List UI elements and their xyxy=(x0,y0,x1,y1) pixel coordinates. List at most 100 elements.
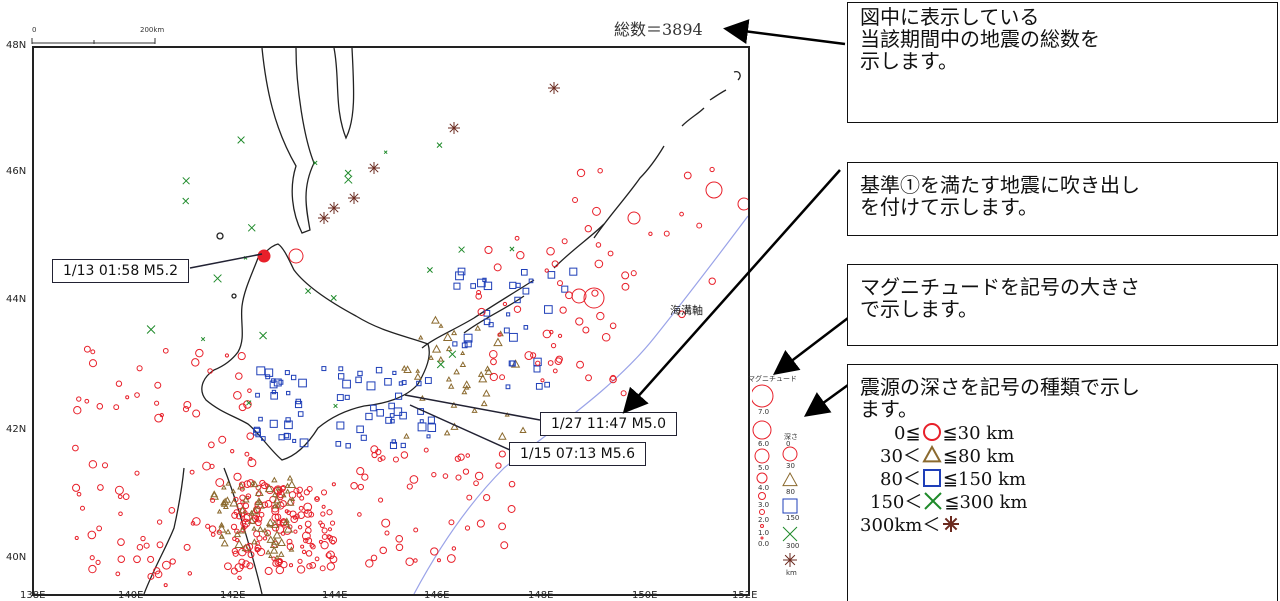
quake-marker xyxy=(297,558,303,564)
quake-marker xyxy=(426,266,433,273)
quake-marker xyxy=(210,497,216,503)
quake-marker xyxy=(648,231,653,236)
quake-marker xyxy=(575,317,584,326)
quake-marker xyxy=(350,482,358,490)
quake-marker xyxy=(125,395,130,400)
lon-label-148: 148E xyxy=(528,590,554,601)
quake-marker xyxy=(544,268,549,273)
quake-marker xyxy=(136,543,144,551)
quake-marker xyxy=(551,260,559,268)
quake-marker xyxy=(306,563,313,570)
lat-label-40: 40N xyxy=(6,552,27,563)
quake-marker xyxy=(321,489,328,496)
quake-marker xyxy=(342,379,351,389)
quake-marker xyxy=(423,447,429,453)
quake-marker xyxy=(320,511,326,517)
mini-depth-label: 80 xyxy=(786,488,795,496)
asterisk-symbol xyxy=(943,516,960,532)
quake-marker xyxy=(298,378,307,388)
mini-mag-label: 4.0 xyxy=(758,484,770,492)
quake-marker xyxy=(385,416,393,424)
quake-marker xyxy=(477,278,486,288)
quake-marker xyxy=(182,405,190,413)
quake-marker xyxy=(493,337,503,347)
mini-mag-label: 2.0 xyxy=(758,515,770,524)
quake-marker xyxy=(79,505,86,511)
quake-marker xyxy=(384,530,390,536)
quake-marker xyxy=(584,225,592,233)
quake-marker xyxy=(231,511,239,519)
quake-marker xyxy=(262,536,268,541)
quake-marker xyxy=(482,277,487,283)
quake-marker xyxy=(279,500,287,508)
quake-marker xyxy=(305,288,312,295)
quake-marker xyxy=(259,479,266,487)
quake-marker xyxy=(582,326,590,334)
quake-marker xyxy=(477,307,486,316)
quake-marker xyxy=(474,324,481,331)
quake-marker xyxy=(431,315,440,324)
quake-marker xyxy=(163,583,168,588)
quake-marker xyxy=(336,394,344,401)
quake-marker xyxy=(229,498,239,507)
quake-marker xyxy=(224,353,230,358)
depth-legend: 0≦ ≦30 km 30＜ ≦80 km 80＜ ≦150 km 150＜ ≦300 km 30… xyxy=(860,422,1265,537)
quake-marker xyxy=(438,323,444,328)
quake-marker xyxy=(288,563,294,568)
quake-marker xyxy=(288,546,295,552)
quake-marker xyxy=(497,431,507,440)
lon-label-138: 138E xyxy=(20,590,46,601)
quake-marker xyxy=(431,471,437,478)
quake-marker xyxy=(264,566,273,576)
quake-marker xyxy=(474,471,484,481)
quake-marker xyxy=(483,318,491,326)
quake-marker xyxy=(326,562,335,571)
quake-marker xyxy=(255,392,260,398)
quake-marker xyxy=(233,391,242,400)
mini-mag-symbol xyxy=(760,536,764,540)
quake-marker xyxy=(271,491,279,498)
quake-marker xyxy=(544,381,550,388)
cross-icon xyxy=(924,492,943,510)
quake-marker xyxy=(601,332,611,342)
quake-marker xyxy=(508,480,516,488)
quake-marker xyxy=(238,481,246,489)
quake-marker xyxy=(272,502,279,509)
quake-marker xyxy=(202,461,211,471)
mini-mag-symbol xyxy=(752,420,772,440)
quake-marker xyxy=(200,336,206,342)
depth-legend-row: 300km＜ xyxy=(860,514,1265,537)
quake-marker xyxy=(277,538,286,546)
lon-label-142: 142E xyxy=(220,590,246,601)
quake-marker xyxy=(147,573,155,580)
total-count-label: 総数＝3894 xyxy=(614,20,703,39)
quake-marker xyxy=(309,542,315,548)
quake-marker xyxy=(275,565,285,575)
quake-marker xyxy=(528,278,534,284)
quake-marker xyxy=(585,374,592,382)
quake-marker-deep xyxy=(318,212,330,224)
quake-marker xyxy=(237,482,246,490)
quake-marker xyxy=(256,366,266,376)
quake-marker xyxy=(115,380,123,387)
quake-marker xyxy=(253,427,261,436)
quake-marker xyxy=(247,388,252,393)
quake-marker xyxy=(544,305,553,314)
quake-marker xyxy=(392,370,397,376)
quake-marker xyxy=(117,494,123,500)
circle-icon xyxy=(922,423,941,441)
quake-marker-large xyxy=(571,288,587,304)
mini-mag-symbol xyxy=(752,384,774,408)
quake-marker xyxy=(237,575,242,581)
quake-marker xyxy=(218,533,225,539)
mini-depth-symbol xyxy=(782,446,798,462)
quake-marker xyxy=(547,360,554,366)
quake-marker xyxy=(242,502,250,510)
quake-marker-deep xyxy=(368,162,380,174)
sakhalin-coast xyxy=(261,47,315,234)
quake-marker xyxy=(225,480,231,486)
quake-marker xyxy=(275,485,281,491)
quake-marker-deep xyxy=(328,202,340,214)
quake-marker xyxy=(183,543,191,551)
quake-marker xyxy=(453,282,461,290)
